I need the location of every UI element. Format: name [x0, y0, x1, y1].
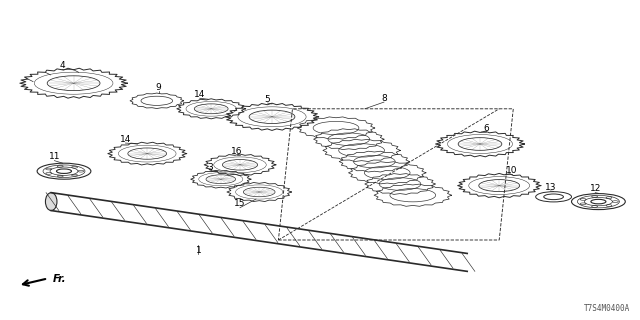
- Text: 1: 1: [196, 246, 201, 255]
- Text: 3: 3: [207, 163, 212, 172]
- Text: 9: 9: [156, 83, 161, 92]
- Ellipse shape: [45, 193, 57, 211]
- Text: 13: 13: [545, 183, 556, 192]
- Text: 14: 14: [120, 135, 131, 144]
- Text: T7S4M0400A: T7S4M0400A: [584, 304, 630, 313]
- Text: 8: 8: [381, 94, 387, 103]
- Text: 6: 6: [484, 124, 489, 133]
- Text: 11: 11: [49, 152, 60, 161]
- Text: 4: 4: [60, 61, 65, 70]
- Text: Fr.: Fr.: [52, 274, 66, 284]
- Text: 12: 12: [589, 184, 601, 193]
- Text: 14: 14: [194, 90, 205, 99]
- Text: 15: 15: [234, 199, 246, 208]
- Text: 10: 10: [506, 166, 518, 175]
- Text: 5: 5: [265, 95, 270, 104]
- Text: 16: 16: [231, 147, 243, 156]
